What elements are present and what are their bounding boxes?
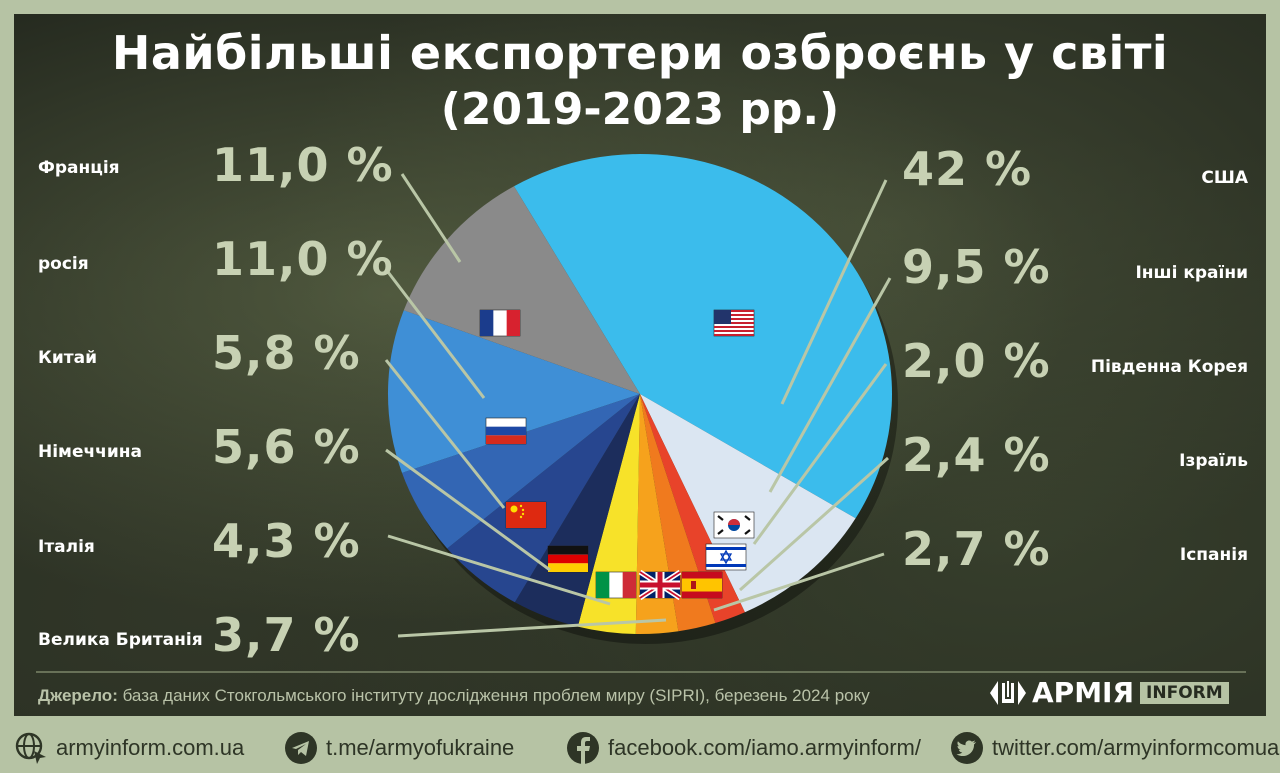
pct-label-china: 5,8 % <box>212 326 361 380</box>
pct-label-uk: 3,7 % <box>212 608 361 662</box>
footer-facebook[interactable]: facebook.com/iamo.armyinform/ <box>566 722 921 773</box>
pct-label-france: 11,0 % <box>212 138 394 192</box>
facebook-text: facebook.com/iamo.armyinform/ <box>608 734 921 760</box>
trident-logo-icon <box>990 680 1026 705</box>
pie-slice-9 <box>387 310 640 473</box>
leader-line-china <box>384 359 506 509</box>
country-label-germany: Німеччина <box>38 442 142 462</box>
spain-flag-icon <box>681 571 723 599</box>
pie-chart <box>36 154 1246 673</box>
country-label-uk: Велика Британія <box>38 630 203 650</box>
infographic-panel: Найбільші експортери озброєнь у світі (2… <box>14 14 1266 716</box>
pie-slice-10 <box>403 186 640 394</box>
twitter-icon <box>951 731 983 764</box>
pie-slice-7 <box>447 394 640 603</box>
leader-line-spain <box>713 552 885 612</box>
footer-bar: armyinform.com.ua t.me/armyofukraine fac… <box>0 722 1280 773</box>
country-label-france: Франція <box>38 158 120 178</box>
pie-slice-8 <box>402 394 640 549</box>
country-label-china: Китай <box>38 348 98 368</box>
country-label-italy: Італія <box>38 537 95 557</box>
russia-flag-icon <box>485 417 527 445</box>
leader-line-israel <box>739 456 889 592</box>
pct-label-usa: 42 % <box>902 142 1033 196</box>
armyinform-logo: АРМІЯ INFORM <box>990 676 1229 709</box>
country-label-israel: Ізраїль <box>1179 451 1248 471</box>
facebook-icon <box>567 731 599 764</box>
country-label-others: Інші країни <box>1135 263 1248 283</box>
pie-slice-1 <box>640 394 856 613</box>
source-note: Джерело: база даних Стокгольмського інст… <box>38 686 870 706</box>
usa-flag-icon <box>713 309 755 337</box>
source-label: Джерело: <box>38 686 118 705</box>
pct-label-germany: 5,6 % <box>212 420 361 474</box>
south-korea-flag-icon <box>713 511 755 539</box>
leader-line-russia <box>386 271 486 399</box>
source-text: база даних Стокгольмського інституту дос… <box>117 686 870 705</box>
country-label-usa: США <box>1201 168 1248 188</box>
country-label-south-korea: Південна Корея <box>1090 357 1248 377</box>
china-flag-icon <box>505 501 547 529</box>
france-flag-icon <box>479 309 521 337</box>
pie-slice-0 <box>514 154 893 519</box>
leader-line-italy <box>387 534 611 606</box>
chart-subtitle: (2019-2023 рр.) <box>440 84 840 135</box>
israel-flag-icon <box>705 543 747 571</box>
pct-label-others: 9,5 % <box>902 240 1051 294</box>
pct-label-south-korea: 2,0 % <box>902 334 1051 388</box>
logo-inform: INFORM <box>1140 681 1229 704</box>
globe-cursor-icon <box>15 732 46 764</box>
leader-line-usa <box>780 179 888 405</box>
leader-line-others <box>768 277 892 493</box>
telegram-icon <box>285 731 317 764</box>
leader-line-france <box>400 173 462 263</box>
footer-website[interactable]: armyinform.com.ua <box>14 722 244 773</box>
chart-title: Найбільші експортери озброєнь у світі <box>111 26 1169 80</box>
pct-label-spain: 2,7 % <box>902 522 1051 576</box>
leader-line-germany <box>385 448 551 572</box>
pct-label-israel: 2,4 % <box>902 428 1051 482</box>
logo-word: АРМІЯ <box>1032 676 1135 709</box>
country-label-russia: росія <box>38 254 89 274</box>
leader-line-south-korea <box>752 363 888 545</box>
country-label-spain: Іспанія <box>1179 545 1248 565</box>
germany-flag-icon <box>547 545 589 573</box>
twitter-text: twitter.com/armyinformcomua <box>992 734 1280 760</box>
telegram-text: t.me/armyofukraine <box>326 734 515 760</box>
footer-twitter[interactable]: twitter.com/armyinformcomua <box>950 722 1279 773</box>
leader-line-uk <box>397 618 667 638</box>
pct-label-italy: 4,3 % <box>212 514 361 568</box>
website-text: armyinform.com.ua <box>56 734 245 760</box>
italy-flag-icon <box>595 571 637 599</box>
uk-flag-icon <box>638 569 682 601</box>
footer-telegram[interactable]: t.me/armyofukraine <box>284 722 514 773</box>
pct-label-russia: 11,0 % <box>212 232 394 286</box>
